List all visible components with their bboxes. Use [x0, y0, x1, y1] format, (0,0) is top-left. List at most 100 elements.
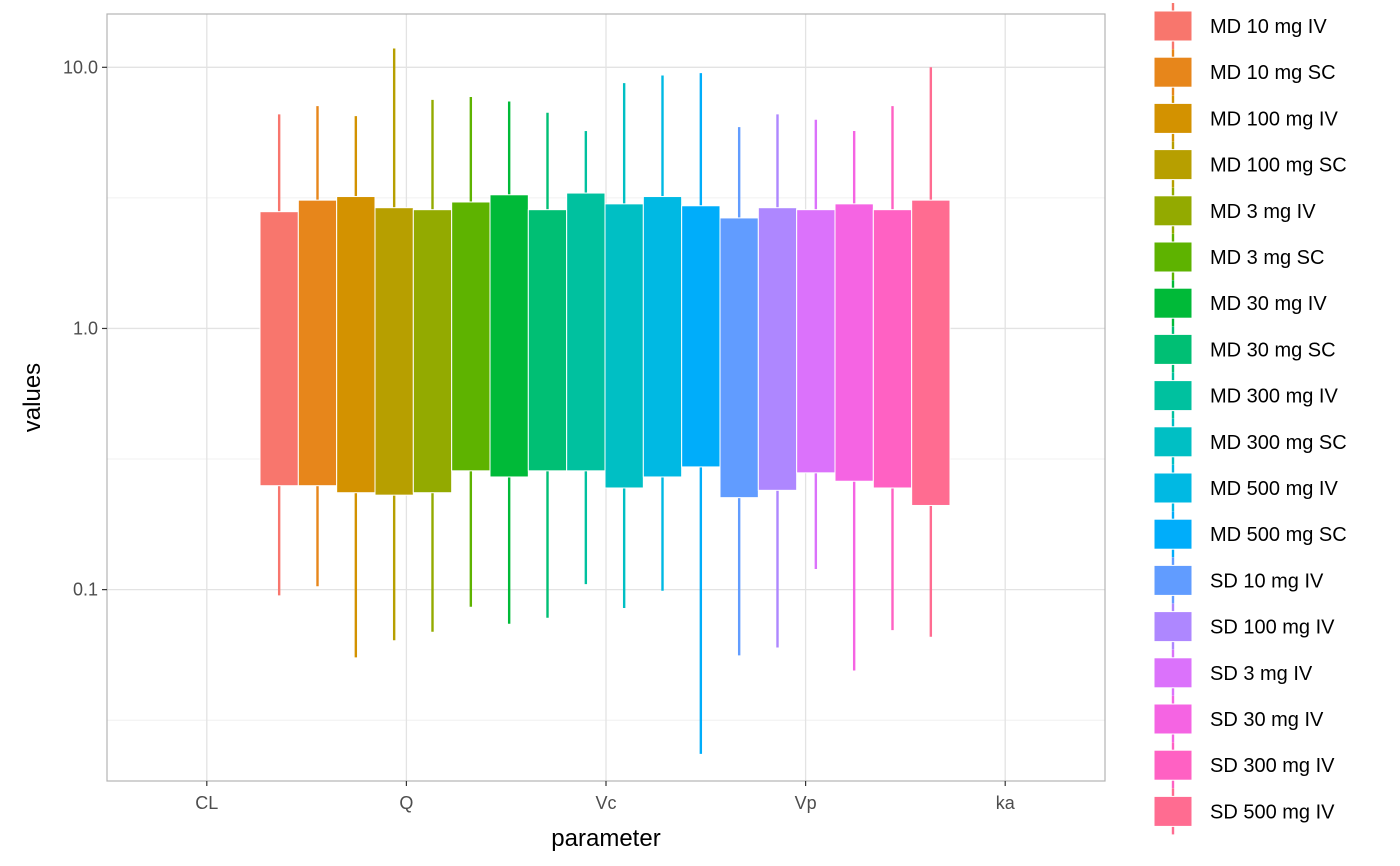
legend-label: MD 30 mg SC: [1210, 339, 1336, 361]
legend-item: SD 300 mg IV: [1153, 742, 1335, 789]
box-4: [374, 48, 414, 641]
box-body: [259, 211, 299, 487]
legend-key: [1153, 56, 1193, 88]
box-body: [489, 194, 529, 478]
box-9: [566, 131, 606, 585]
box-layer: [259, 48, 951, 754]
legend-item: MD 500 mg IV: [1153, 465, 1338, 511]
legend-item: MD 30 mg SC: [1153, 326, 1336, 373]
box-body: [681, 205, 721, 468]
legend-label: MD 10 mg SC: [1210, 62, 1336, 84]
legend-item: MD 10 mg IV: [1153, 3, 1327, 49]
legend-key: [1153, 749, 1193, 781]
legend-label: MD 10 mg IV: [1210, 16, 1327, 38]
y-axis-title: values: [19, 363, 46, 432]
box-12: [681, 73, 721, 754]
box-body: [872, 209, 913, 489]
x-axis-title: parameter: [551, 825, 660, 852]
box-6: [451, 96, 491, 607]
legend-label: MD 3 mg SC: [1210, 247, 1324, 269]
y-tick-label: 0.1: [73, 580, 98, 600]
box-body: [757, 207, 798, 491]
x-tick-label: ka: [996, 793, 1016, 813]
legend-label: MD 300 mg IV: [1210, 386, 1338, 408]
legend: MD 10 mg IV MD 10 mg SC MD 100 mg IV MD 100…: [1153, 3, 1347, 835]
box-body: [297, 199, 338, 487]
box-3: [336, 116, 376, 658]
x-tick-label: Q: [399, 793, 413, 813]
legend-item: SD 500 mg IV: [1153, 788, 1335, 835]
box-body: [834, 203, 874, 482]
legend-item: MD 100 mg IV: [1153, 95, 1338, 142]
legend-label: MD 100 mg IV: [1210, 108, 1338, 130]
legend-key: [1153, 149, 1193, 181]
legend-label: SD 300 mg IV: [1210, 755, 1335, 777]
legend-item: SD 30 mg IV: [1153, 696, 1324, 742]
legend-key: [1153, 380, 1193, 412]
box-body: [412, 209, 453, 494]
x-tick-label: CL: [195, 793, 218, 813]
box-8: [527, 112, 568, 618]
legend-key: [1153, 195, 1193, 227]
box-10: [604, 83, 644, 609]
legend-label: SD 10 mg IV: [1210, 570, 1324, 592]
box-17: [872, 106, 913, 631]
y-tick-label: 10.0: [63, 57, 98, 77]
legend-item: MD 3 mg SC: [1153, 234, 1324, 280]
legend-key: [1153, 564, 1193, 596]
legend-item: MD 3 mg IV: [1153, 187, 1316, 234]
x-axis: CL Q Vc Vp ka: [195, 781, 1016, 813]
legend-item: SD 3 mg IV: [1153, 649, 1313, 696]
box-5: [412, 99, 453, 632]
box-body: [796, 209, 836, 474]
box-body: [911, 199, 951, 506]
legend-item: MD 300 mg IV: [1153, 372, 1338, 419]
legend-item: MD 500 mg SC: [1153, 511, 1347, 558]
x-tick-label: Vp: [795, 793, 817, 813]
legend-label: SD 500 mg IV: [1210, 801, 1335, 823]
legend-label: MD 500 mg IV: [1210, 478, 1338, 500]
box-body: [604, 203, 644, 489]
legend-item: MD 10 mg SC: [1153, 49, 1336, 96]
legend-item: SD 10 mg IV: [1153, 557, 1324, 604]
legend-label: SD 30 mg IV: [1210, 709, 1324, 731]
box-body: [451, 201, 491, 472]
legend-item: MD 300 mg SC: [1153, 418, 1347, 465]
legend-item: MD 100 mg SC: [1153, 141, 1347, 188]
legend-key: [1153, 703, 1193, 735]
legend-key: [1153, 611, 1193, 643]
box-16: [834, 131, 874, 671]
legend-item: SD 100 mg IV: [1153, 603, 1335, 650]
legend-label: SD 3 mg IV: [1210, 663, 1313, 685]
legend-key: [1153, 241, 1193, 273]
legend-label: SD 100 mg IV: [1210, 617, 1335, 639]
box-7: [489, 101, 529, 624]
legend-label: MD 30 mg IV: [1210, 293, 1327, 315]
legend-key: [1153, 287, 1193, 319]
box-body: [719, 217, 759, 499]
box-body: [527, 209, 568, 472]
box-11: [642, 75, 683, 591]
box-13: [719, 127, 759, 656]
box-18: [911, 67, 951, 637]
legend-label: MD 300 mg SC: [1210, 432, 1347, 454]
box-14: [757, 114, 798, 648]
legend-key: [1153, 518, 1193, 550]
box-1: [259, 114, 299, 596]
box-body: [566, 192, 606, 472]
legend-key: [1153, 657, 1193, 689]
box-2: [297, 106, 338, 587]
legend-key: [1153, 795, 1193, 827]
legend-key: [1153, 10, 1193, 42]
box-15: [796, 119, 836, 569]
x-tick-label: Vc: [595, 793, 616, 813]
box-body: [336, 196, 376, 494]
y-tick-label: 1.0: [73, 318, 98, 338]
y-axis: 0.1 1.0 10.0: [63, 57, 107, 600]
box-body: [642, 196, 683, 478]
legend-key: [1153, 333, 1193, 365]
legend-label: MD 500 mg SC: [1210, 524, 1347, 546]
box-body: [374, 207, 414, 496]
legend-item: MD 30 mg IV: [1153, 280, 1327, 327]
